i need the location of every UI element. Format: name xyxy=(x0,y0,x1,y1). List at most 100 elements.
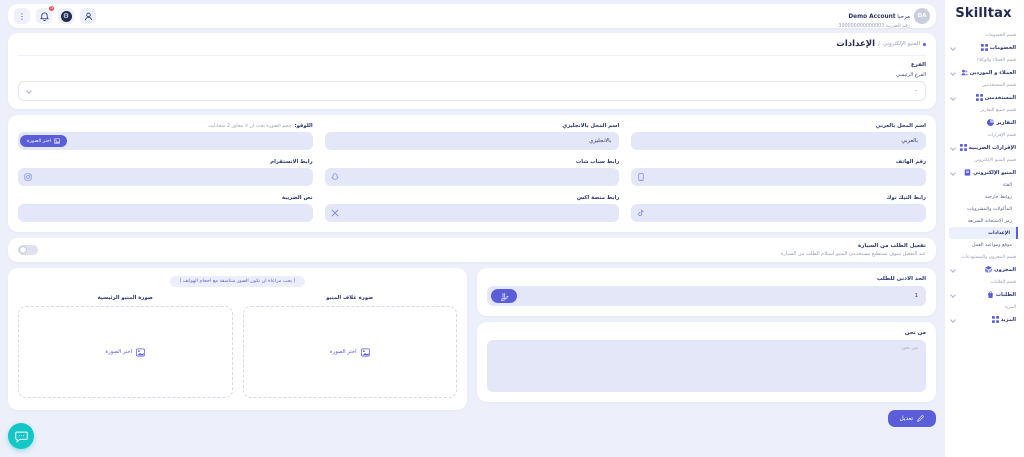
min-order-input[interactable] xyxy=(487,286,926,306)
image-icon xyxy=(360,348,370,356)
instagram-input[interactable] xyxy=(18,168,313,186)
support-button[interactable] xyxy=(80,8,96,24)
right-column: الحد الادنى للطلب من نحن xyxy=(477,268,936,427)
car-order-description: عند التفعيل سوف يستطيع مستخدمي المنيو اس… xyxy=(780,251,926,257)
main-image-column: صورة المنيو الرئيسية اختر الصورة xyxy=(18,295,233,398)
breadcrumb-dot-icon xyxy=(923,42,926,46)
nav-section-orders: قسم الطلبات xyxy=(990,280,1016,285)
nav-section-declarations: قسم الإقرارات xyxy=(987,133,1016,138)
field-instagram: رابط الانستقرام xyxy=(18,159,313,186)
about-field xyxy=(487,340,926,392)
phone-label: رقم الهاتف xyxy=(895,159,926,165)
shop-name-ar-input[interactable] xyxy=(631,132,926,150)
bottom-section: الحد الادنى للطلب من نحن xyxy=(8,268,936,427)
chevron-down-icon xyxy=(950,44,956,51)
sidebar-subitem-location-hours[interactable]: موقع ومواعيد العمل xyxy=(972,242,1012,248)
sidebar-item-users[interactable]: المستخدمين xyxy=(949,91,1018,104)
notification-badge: 5 xyxy=(48,5,55,12)
cover-image-column: صورة غلاف المنيو اختر الصورة xyxy=(242,295,457,398)
breadcrumb: المنيو الإلكتروني / الإعدادات xyxy=(18,39,926,56)
x-icon xyxy=(331,209,339,217)
notifications-button[interactable]: 5 xyxy=(36,5,55,24)
field-tax-text: نص الضريبة xyxy=(18,195,313,222)
grid-icon xyxy=(959,144,967,151)
logo-upload-field[interactable]: اختر الصورة xyxy=(18,132,313,150)
gear-icon: ⚙ xyxy=(60,10,72,22)
sidebar-item-orders[interactable]: الطلبات xyxy=(949,288,1018,301)
main-image-dropzone[interactable]: اختر الصورة xyxy=(18,306,233,398)
cover-image-dropzone[interactable]: اختر الصورة xyxy=(242,306,457,398)
sidebar-subitem-categories[interactable]: الفئة xyxy=(1002,182,1012,188)
sidebar-item-tax-declarations[interactable]: الإقرارات الضريبية xyxy=(949,141,1018,154)
choose-logo-button[interactable]: اختر الصورة xyxy=(20,135,68,147)
phone-input[interactable] xyxy=(631,168,926,186)
nav-section-inventory: قسم المخزون والمستودعات xyxy=(961,255,1016,260)
toggle-knob xyxy=(19,246,27,254)
sidebar-item-clients-suppliers[interactable]: العملاء و الموردين xyxy=(949,66,1018,79)
field-tiktok: رابط التيك توك xyxy=(631,195,926,222)
riyal-icon xyxy=(500,292,508,301)
chevron-down-icon xyxy=(950,94,956,101)
image-icon xyxy=(136,348,146,356)
sidebar-item-reports[interactable]: التقارير xyxy=(949,116,1018,129)
bell-icon xyxy=(39,11,49,21)
brand-logo: Skilltax xyxy=(955,6,1012,21)
sidebar-item-inventory[interactable]: المخزون xyxy=(949,263,1018,276)
about-textarea[interactable] xyxy=(495,345,918,387)
nav-section-more: المزيد xyxy=(1004,305,1016,310)
car-order-title: تفعيل الطلب من السيارة xyxy=(857,243,926,249)
car-order-toggle[interactable] xyxy=(18,245,38,255)
logo-size-note: حجم الصورة يجب ان لا يتجاوز 2 ميجابايت xyxy=(208,124,292,129)
chat-icon xyxy=(14,431,28,443)
min-order-label: الحد الادنى للطلب xyxy=(876,276,926,282)
sidebar-item-more[interactable]: المزيد xyxy=(949,313,1018,326)
kebab-menu-button[interactable]: ⋮ xyxy=(14,8,30,24)
chevron-down-icon xyxy=(950,169,956,176)
field-x-platform: رابط منصة اكس xyxy=(324,195,620,222)
currency-riyal-button[interactable] xyxy=(491,289,517,303)
chat-fab-button[interactable] xyxy=(8,423,34,449)
topbar: DA مرحبا Demo Account رقم الضريبة 300000… xyxy=(8,2,936,30)
snapchat-icon xyxy=(331,173,339,181)
tiktok-input[interactable] xyxy=(631,204,926,222)
tiktok-label: رابط التيك توك xyxy=(886,195,926,201)
sidebar-subitem-foods-drinks[interactable]: المأكولات والمشروبات xyxy=(966,206,1012,212)
tax-text-label: نص الضريبة xyxy=(281,195,313,201)
sidebar-item-emenu[interactable]: المنيو الإلكتروني xyxy=(949,166,1018,179)
sidebar-subitem-settings-active[interactable]: الإعدادات xyxy=(949,227,1018,239)
shop-name-en-input[interactable] xyxy=(324,132,620,150)
avatar[interactable]: DA xyxy=(914,8,930,24)
branch-select[interactable]: - xyxy=(18,81,926,101)
instagram-icon xyxy=(24,173,32,181)
user-greeting: مرحبا Demo Account xyxy=(848,13,910,20)
chevron-down-icon xyxy=(950,291,956,298)
breadcrumb-section[interactable]: المنيو الإلكتروني xyxy=(882,41,920,47)
chevron-down-icon xyxy=(950,144,956,151)
menu-images-card: ( يجب مراعاة ان تكون الصور متناسقة مع اح… xyxy=(8,268,467,410)
phone-icon xyxy=(637,173,645,181)
shop-name-en-label: اسم المحل بالانجليزي xyxy=(562,123,620,129)
x-platform-input[interactable] xyxy=(324,204,620,222)
shop-settings-card: اسم المحل بالعربي اسم المحل بالانجليزي ا… xyxy=(8,115,936,232)
bag-icon xyxy=(987,291,994,298)
chevron-down-icon xyxy=(950,316,956,323)
sidebar-subitem-external-links[interactable]: روابط خارجية xyxy=(984,194,1012,200)
user-block[interactable]: DA مرحبا Demo Account رقم الضريبة 300000… xyxy=(838,2,930,30)
account-name: Demo Account xyxy=(848,13,896,20)
edit-button[interactable]: تعديل xyxy=(887,410,936,427)
sidebar-subitem-qr-code[interactable]: رمز الاستجابة السريعة xyxy=(967,218,1012,224)
field-snapchat: رابط سناب شات xyxy=(324,159,620,186)
users-icon xyxy=(961,69,968,76)
sidebar-item-discounts[interactable]: الخصومات xyxy=(949,41,1018,54)
snapchat-input[interactable] xyxy=(324,168,620,186)
grid-icon xyxy=(975,94,983,101)
sidebar-nav: قسم الخصومات الخصومات قسم العملاء والوكل… xyxy=(949,29,1018,326)
min-order-field xyxy=(487,286,926,306)
tax-text-input[interactable] xyxy=(18,204,313,222)
settings-button[interactable]: ⚙ xyxy=(58,8,74,24)
page-title: الإعدادات xyxy=(836,39,875,49)
image-icon xyxy=(54,138,61,144)
chevron-down-icon xyxy=(950,266,956,273)
pie-chart-icon xyxy=(987,119,995,126)
actions-row: تعديل xyxy=(477,410,936,427)
